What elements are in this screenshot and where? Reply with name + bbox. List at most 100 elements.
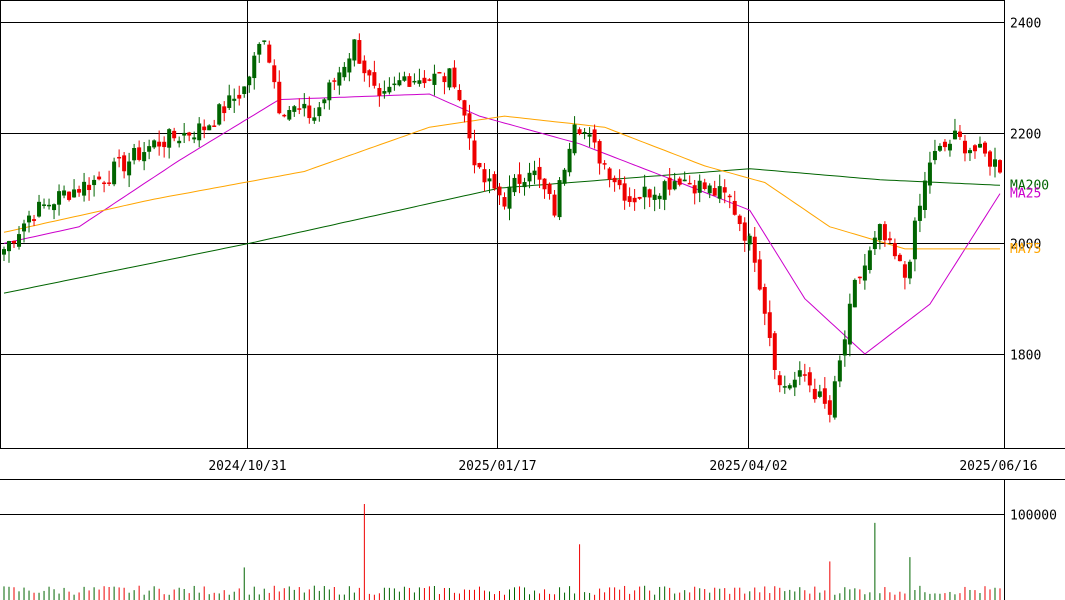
candle-body (722, 187, 727, 193)
candle-body (447, 68, 452, 88)
candle-body (757, 259, 762, 290)
candle-body (52, 204, 57, 211)
candle-body (827, 400, 832, 415)
candle-body (807, 372, 812, 386)
candle-body (862, 265, 867, 281)
candle-body (222, 106, 227, 114)
candle-body (202, 126, 207, 131)
candle-body (742, 222, 747, 241)
date-tick-label: 2025/06/16 (959, 459, 1037, 474)
candle-body (532, 170, 537, 176)
candle-body (657, 195, 662, 200)
candle-body (887, 238, 892, 241)
candle-body (137, 147, 142, 160)
candle-body (972, 145, 977, 152)
candle-body (517, 174, 522, 184)
volume-tick-label: 100000 (1010, 509, 1057, 524)
candle-body (892, 243, 897, 257)
candle-body (917, 205, 922, 221)
candle-body (227, 95, 232, 108)
candle-body (847, 303, 852, 345)
candle-body (107, 182, 112, 184)
candle-body (992, 159, 997, 167)
candle-body (97, 176, 102, 180)
ma-line-ma75 (3, 115, 1000, 250)
candle-body (537, 166, 542, 180)
candle-body (472, 140, 477, 166)
ma-label-ma25: MA25 (1010, 187, 1041, 202)
candle-body (962, 140, 967, 154)
candle-body (727, 195, 732, 198)
candle-body (707, 185, 712, 194)
volume-grid (0, 479, 1065, 600)
candle-body (497, 186, 502, 196)
candle-body (627, 196, 632, 202)
candle-body (252, 55, 257, 79)
candle-body (907, 261, 912, 279)
candle-body (492, 174, 497, 189)
candle-body (552, 194, 557, 216)
candle-body (702, 182, 707, 190)
candle-body (367, 70, 372, 76)
ma-label-ma200: MA200 (1010, 178, 1049, 193)
candle-body (272, 65, 277, 83)
candle-body (387, 86, 392, 93)
candle-body (27, 215, 32, 223)
candle-body (67, 191, 72, 200)
ma-line-ma25 (3, 93, 1001, 355)
candle-body (12, 240, 17, 244)
candle-body (852, 279, 857, 308)
candle-body (747, 235, 752, 245)
candle-body (47, 204, 52, 207)
candle-body (577, 129, 582, 134)
candle-body (977, 143, 982, 148)
candle-body (692, 185, 697, 194)
candle-body (607, 168, 612, 180)
candle-body (817, 391, 822, 397)
candle-body (637, 196, 642, 199)
candle-body (332, 80, 337, 82)
candle-body (767, 312, 772, 338)
candle-body (457, 89, 462, 101)
candle-body (587, 134, 592, 137)
price-grid (0, 0, 1065, 449)
candle-body (357, 40, 362, 64)
candle-body (882, 224, 887, 241)
candle-body (432, 73, 437, 85)
candle-body (287, 109, 292, 120)
candle-body (117, 156, 122, 159)
candle-body (582, 132, 587, 134)
candle-body (312, 117, 317, 121)
candle-body (302, 103, 307, 109)
candle-body (462, 100, 467, 116)
candle-body (377, 87, 382, 96)
candle-body (17, 234, 22, 247)
candle-body (342, 66, 347, 78)
candle-body (277, 81, 282, 114)
candle-body (782, 386, 787, 388)
candle-body (947, 143, 952, 151)
candle-body (442, 76, 447, 83)
candle-body (72, 189, 77, 198)
candle-body (372, 72, 377, 86)
volume-axis: 100000 (1010, 509, 1057, 524)
candle-body (547, 183, 552, 194)
candle-body (837, 360, 842, 382)
candle-body (142, 152, 147, 162)
candle-body (662, 181, 667, 200)
candle-body (612, 177, 617, 183)
candle-body (412, 80, 417, 83)
price-tick-label: 2200 (1010, 128, 1041, 143)
candle-body (867, 250, 872, 270)
candle-body (872, 237, 877, 250)
candle-body (207, 125, 212, 131)
candle-body (597, 141, 602, 164)
candle-body (177, 140, 182, 144)
candle-body (467, 113, 472, 139)
candle-body (437, 72, 442, 74)
candle-body (262, 40, 267, 42)
candle-body (82, 181, 87, 196)
candle-body (622, 183, 627, 201)
candle-body (602, 163, 607, 165)
